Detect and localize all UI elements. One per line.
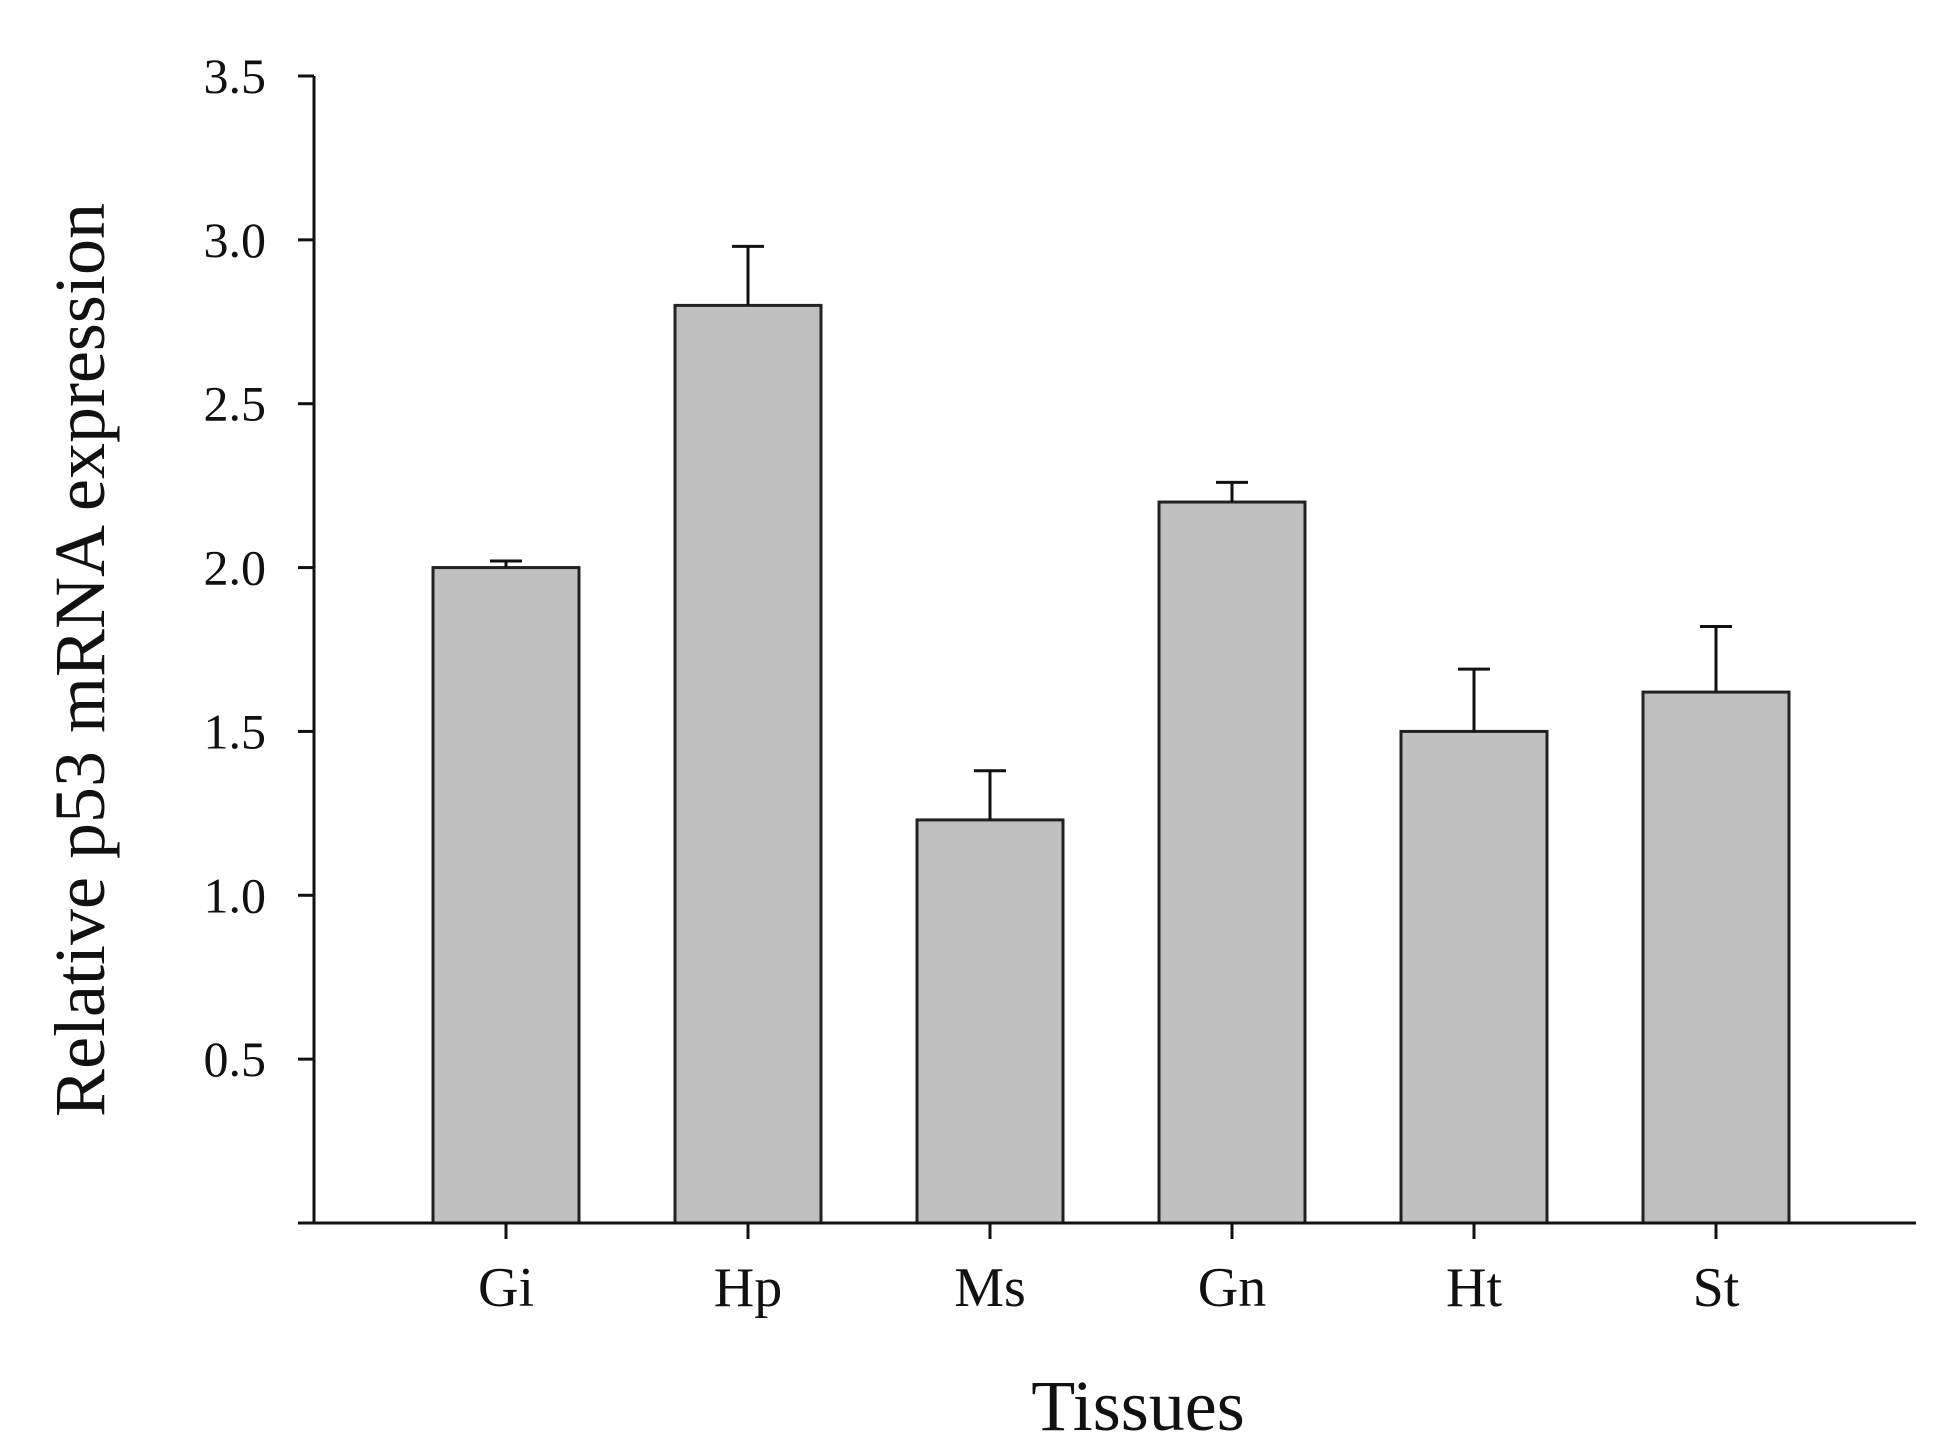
x-axis-title: Tissues	[1031, 1366, 1244, 1446]
x-ticks-group: Gi Hp Ms Gn Ht St	[478, 1223, 1740, 1319]
x-tick-label-st: St	[1693, 1257, 1740, 1319]
bar-ht	[1399, 729, 1549, 1225]
bar-st	[1641, 690, 1791, 1225]
bar-hp	[673, 303, 823, 1225]
y-tick-label: 3.5	[204, 48, 267, 104]
bars-group	[431, 303, 1791, 1225]
bar-gi	[431, 566, 581, 1225]
y-ticks-group: 0.5 1.0 1.5 2.0 2.5 3.0 3.5	[204, 48, 314, 1087]
y-tick-label: 0.5	[204, 1031, 267, 1087]
x-tick-label-gi: Gi	[478, 1257, 534, 1319]
x-tick-label-ht: Ht	[1446, 1257, 1502, 1319]
y-axis-title: Relative p53 mRNA expression	[40, 203, 120, 1117]
y-tick-label: 1.5	[204, 703, 267, 759]
bar-gn	[1157, 500, 1307, 1225]
y-tick-label: 1.0	[204, 867, 267, 923]
y-tick-label: 2.0	[204, 540, 267, 596]
x-tick-label-ms: Ms	[954, 1257, 1026, 1319]
y-tick-label: 2.5	[204, 376, 267, 432]
y-tick-label: 3.0	[204, 212, 267, 268]
error-bars-group	[490, 244, 1732, 820]
axes-group	[298, 76, 1916, 1225]
x-tick-label-gn: Gn	[1198, 1257, 1266, 1319]
x-tick-label-hp: Hp	[714, 1257, 782, 1319]
bar-ms	[915, 818, 1065, 1225]
